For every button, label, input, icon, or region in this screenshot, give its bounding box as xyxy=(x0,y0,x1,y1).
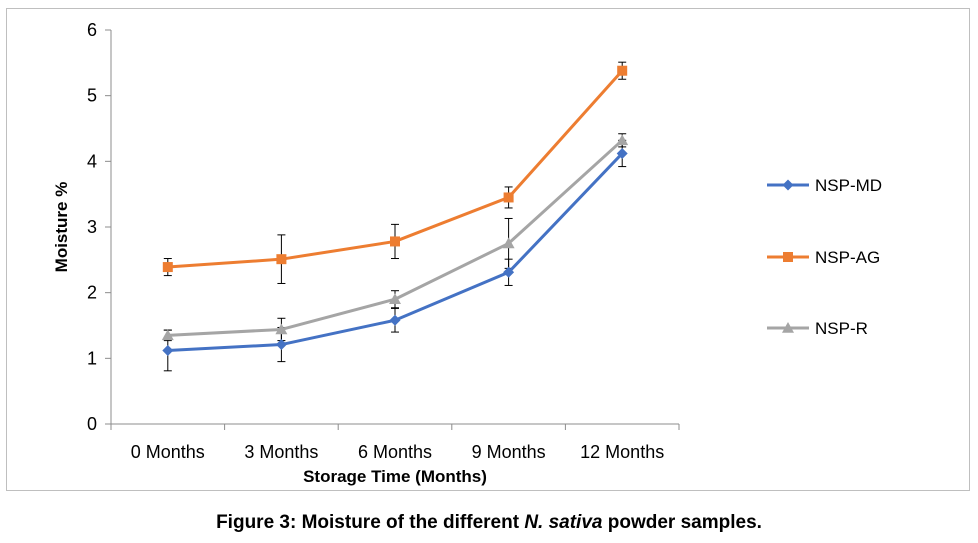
axes: 0 1 2 3 4 5 6 0 Months 3 Months 6 Months 9 Months 1… xyxy=(52,20,680,486)
series-markers xyxy=(161,65,629,356)
y-tick-label: 1 xyxy=(87,348,97,368)
legend-label-nsp-md: NSP-MD xyxy=(815,176,882,195)
legend-marker-nsp-md xyxy=(782,179,794,191)
data-point-nsp-md xyxy=(616,147,628,159)
data-point-nsp-r xyxy=(275,323,288,335)
data-point-nsp-md xyxy=(162,344,174,356)
data-point-nsp-ag xyxy=(617,65,628,76)
data-point-nsp-ag xyxy=(276,254,287,265)
x-tick-label: 12 Months xyxy=(580,442,664,462)
chart-frame: 0 1 2 3 4 5 6 0 Months 3 Months 6 Months 9 Months 1… xyxy=(6,8,970,491)
x-tick-label: 6 Months xyxy=(358,442,432,462)
data-point-nsp-md xyxy=(275,339,287,351)
caption-prefix: Figure 3: Moisture of the different xyxy=(216,512,525,533)
y-tick-label: 5 xyxy=(87,86,97,106)
legend-label-nsp-r: NSP-R xyxy=(815,319,868,338)
x-tick-label: 3 Months xyxy=(244,442,318,462)
figure-caption: Figure 3: Moisture of the different N. s… xyxy=(0,512,978,534)
data-point-nsp-r xyxy=(502,237,515,249)
data-point-nsp-md xyxy=(503,266,515,278)
y-tick-label: 4 xyxy=(87,151,97,171)
legend-marker-nsp-r xyxy=(782,322,794,333)
legend: NSP-MD NSP-AG NSP-R xyxy=(767,176,882,338)
data-point-nsp-r xyxy=(616,134,629,146)
line-chart: 0 1 2 3 4 5 6 0 Months 3 Months 6 Months 9 Months 1… xyxy=(52,20,882,486)
data-point-nsp-r xyxy=(389,293,401,305)
y-tick-label: 0 xyxy=(87,414,97,434)
y-tick-label: 2 xyxy=(87,283,97,303)
y-tick-label: 6 xyxy=(87,20,97,40)
data-point-nsp-r xyxy=(161,329,174,341)
x-tick-label: 9 Months xyxy=(472,442,546,462)
caption-species: N. sativa xyxy=(524,512,603,533)
data-point-nsp-ag xyxy=(162,262,173,273)
legend-label-nsp-ag: NSP-AG xyxy=(815,248,880,267)
y-tick-label: 3 xyxy=(87,217,97,237)
x-axis-title: Storage Time (Months) xyxy=(303,467,487,486)
data-point-nsp-md xyxy=(389,314,401,326)
legend-marker-nsp-ag xyxy=(783,252,793,262)
x-tick-label: 0 Months xyxy=(131,442,205,462)
caption-suffix: powder samples. xyxy=(602,512,762,533)
y-axis-title: Moisture % xyxy=(52,182,71,273)
data-point-nsp-ag xyxy=(390,236,400,247)
data-point-nsp-ag xyxy=(503,192,514,203)
